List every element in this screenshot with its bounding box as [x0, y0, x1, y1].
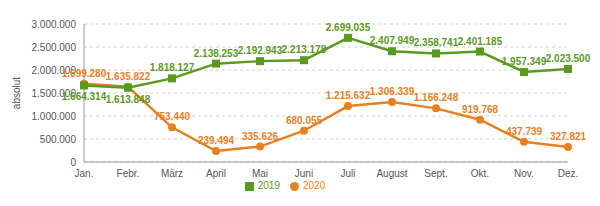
svg-text:1.818.127: 1.818.127 [150, 62, 195, 73]
svg-text:absolut: absolut [11, 77, 22, 109]
svg-text:1.613.848: 1.613.848 [106, 94, 151, 105]
svg-text:680.055: 680.055 [286, 115, 323, 126]
svg-text:2.000.000: 2.000.000 [31, 64, 76, 76]
svg-text:Sept.: Sept. [424, 168, 447, 179]
svg-text:1.166.248: 1.166.248 [414, 92, 459, 103]
svg-text:1.500.000: 1.500.000 [31, 87, 76, 99]
svg-text:März: März [161, 168, 183, 179]
svg-text:1.306.339: 1.306.339 [370, 86, 415, 97]
html-text:2019: 2019 [257, 180, 280, 191]
svg-text:437.739: 437.739 [506, 126, 543, 137]
svg-text:2.192.943: 2.192.943 [238, 45, 283, 56]
svg-text:Dez.: Dez. [558, 168, 579, 179]
svg-text:335.626: 335.626 [242, 131, 279, 142]
svg-text:753.440: 753.440 [154, 111, 191, 122]
svg-text:Nov.: Nov. [514, 168, 534, 179]
svg-text:2.500.000: 2.500.000 [32, 42, 77, 53]
svg-text:500.000: 500.000 [40, 134, 77, 145]
svg-text:3.000.000: 3.000.000 [32, 19, 77, 30]
svg-text:2.213.178: 2.213.178 [282, 44, 327, 55]
svg-text:2.407.949: 2.407.949 [370, 35, 415, 46]
svg-text:2.138.253: 2.138.253 [194, 48, 239, 59]
svg-text:Juli: Juli [340, 168, 355, 179]
svg-text:April: April [206, 168, 226, 179]
svg-text:2.699.035: 2.699.035 [326, 22, 371, 33]
svg-text:August: August [376, 168, 407, 179]
svg-text:1.699.280: 1.699.280 [62, 68, 107, 79]
svg-text:2.358.741: 2.358.741 [414, 37, 459, 48]
svg-text:1.000.000: 1.000.000 [32, 111, 77, 122]
html-text:2020: 2020 [303, 180, 326, 191]
svg-text:1.215.632: 1.215.632 [326, 90, 371, 101]
svg-text:Jan.: Jan. [75, 168, 94, 179]
svg-text:2.401.185: 2.401.185 [458, 36, 503, 47]
svg-text:1.635.822: 1.635.822 [106, 71, 151, 82]
svg-text:Mai: Mai [252, 168, 268, 179]
svg-text:Okt.: Okt. [471, 168, 489, 179]
svg-text:1.664.314: 1.664.314 [62, 91, 107, 102]
svg-text:Juni: Juni [295, 168, 313, 179]
svg-text:1.957.349: 1.957.349 [502, 56, 547, 67]
svg-text:327.821: 327.821 [550, 131, 587, 142]
svg-text:919.768: 919.768 [462, 104, 499, 115]
svg-text:2.023.500: 2.023.500 [546, 53, 591, 64]
svg-text:0: 0 [70, 157, 76, 168]
svg-text:Febr.: Febr. [117, 168, 140, 179]
svg-text:239.494: 239.494 [198, 135, 235, 146]
